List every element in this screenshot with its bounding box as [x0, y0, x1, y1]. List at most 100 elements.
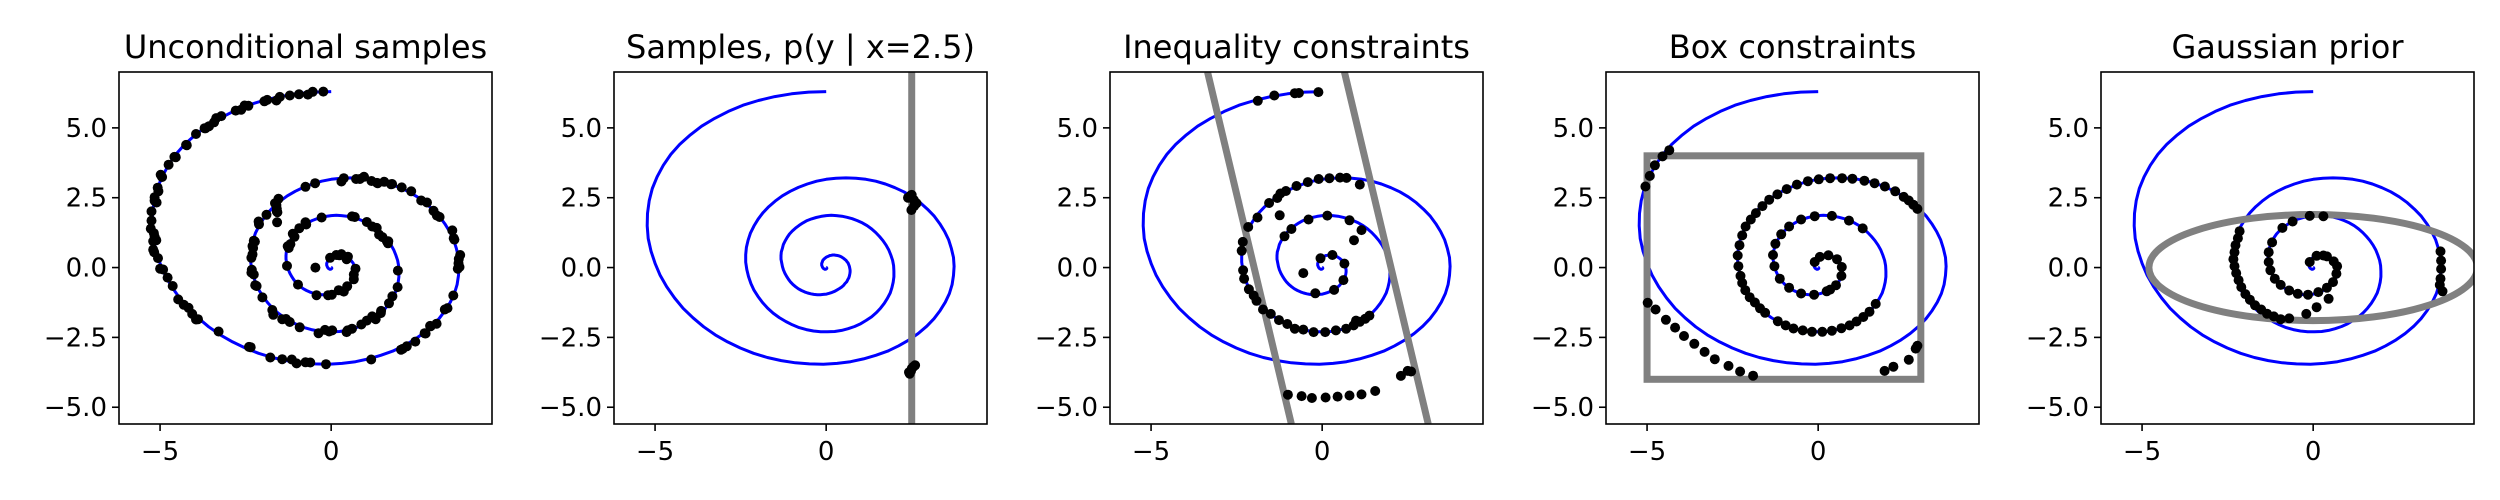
sample-point: [178, 299, 189, 310]
sample-point: [1252, 95, 1263, 106]
sample-point: [439, 304, 450, 315]
sample-point: [1796, 288, 1807, 299]
sample-point: [310, 262, 321, 273]
sample-point: [1781, 184, 1792, 195]
panel-3: −5 0 5.0 2.5 0.0 −2.5 −5.0 Inequality constrain…: [1035, 28, 1484, 467]
sample-point: [152, 182, 163, 193]
sample-point: [1313, 87, 1324, 98]
sample-point: [1788, 323, 1799, 334]
sample-point: [2331, 268, 2342, 279]
sample-point: [1847, 173, 1858, 184]
y-tick-label: 0.0: [561, 254, 602, 284]
sample-point: [1258, 304, 1268, 315]
sample-point: [289, 231, 300, 242]
axes-frame: [1109, 71, 1484, 425]
sample-point: [1689, 338, 1700, 349]
sample-point: [1776, 229, 1787, 240]
sample-point: [1832, 254, 1842, 265]
sample-point: [1857, 223, 1868, 234]
sample-point: [2269, 273, 2280, 284]
sample-point: [305, 357, 316, 368]
sample-point: [1825, 173, 1836, 184]
sample-point: [1274, 315, 1284, 326]
sample-point: [1709, 354, 1720, 365]
sample-point: [286, 354, 297, 365]
sample-point: [1735, 270, 1746, 281]
sample-point: [284, 317, 295, 327]
sample-point: [1737, 230, 1748, 241]
sample-point: [2301, 308, 2312, 319]
sample-point: [2313, 287, 2324, 298]
sample-point: [1298, 324, 1309, 335]
sample-point: [1338, 275, 1349, 286]
sample-point: [349, 212, 360, 222]
sample-point: [1302, 177, 1313, 188]
x-tick-label: −5: [2123, 437, 2161, 467]
sample-point: [1339, 258, 1350, 269]
sample-point: [1402, 365, 1413, 376]
y-tick-label: 2.5: [1057, 184, 1098, 214]
sample-point: [1370, 386, 1381, 396]
sample-point: [1836, 262, 1847, 272]
sample-point: [2311, 302, 2322, 313]
panel-4: −5 0 5.0 2.5 0.0 −2.5 −5.0 Box constraints: [1531, 28, 1980, 467]
y-tick-label: 2.5: [2048, 184, 2089, 214]
sample-point: [1306, 393, 1317, 403]
sample-point: [1238, 265, 1249, 276]
sample-point: [909, 201, 920, 212]
sample-point: [448, 290, 459, 301]
sample-point: [294, 322, 305, 333]
sample-point: [1303, 214, 1314, 225]
sample-point: [1740, 221, 1751, 232]
sample-point: [1879, 181, 1890, 192]
axes-frame: [1605, 71, 1980, 425]
sample-point: [1237, 236, 1248, 247]
sample-point: [320, 324, 330, 335]
sample-point: [1890, 186, 1901, 197]
panel-title: Inequality constraints: [1123, 28, 1470, 66]
sample-point: [1349, 235, 1359, 246]
sample-point: [1341, 323, 1352, 334]
sample-point: [181, 139, 192, 150]
sample-point: [906, 189, 917, 200]
sample-point: [1735, 366, 1746, 377]
sample-point: [1315, 253, 1326, 264]
sample-point: [151, 235, 162, 246]
x-tick-label: 0: [2305, 437, 2322, 467]
sample-point: [1330, 325, 1341, 336]
sample-point: [1289, 323, 1300, 334]
sample-point: [149, 192, 160, 203]
axes-frame: [118, 71, 493, 425]
sample-point: [2263, 257, 2274, 267]
sample-point: [1817, 326, 1828, 337]
sample-point: [2275, 314, 2286, 325]
sample-point: [372, 177, 382, 188]
sample-point: [301, 219, 312, 230]
sample-point: [384, 298, 394, 309]
sample-point: [1802, 176, 1813, 187]
sample-point: [248, 235, 259, 246]
sample-point: [1282, 319, 1293, 329]
sample-point: [1768, 250, 1778, 260]
sample-point: [311, 290, 322, 301]
sample-point: [1770, 238, 1781, 249]
sample-point: [376, 305, 387, 316]
sample-point: [1344, 215, 1355, 226]
sample-point: [2284, 313, 2295, 324]
axes-frame: [613, 71, 988, 425]
sample-point: [1310, 288, 1321, 299]
sample-point: [1322, 210, 1333, 221]
sample-point: [294, 89, 304, 100]
sample-point: [2277, 222, 2288, 233]
sample-point: [1774, 273, 1785, 284]
sample-point: [146, 215, 157, 226]
sample-point: [1836, 270, 1847, 281]
sample-point: [1313, 174, 1324, 184]
sample-point: [1327, 250, 1338, 260]
spiral-curve: [645, 90, 956, 366]
y-tick-label: 5.0: [2048, 114, 2089, 144]
sample-point: [149, 247, 160, 258]
sample-point: [910, 360, 921, 371]
panel-2: −5 0 5.0 2.5 0.0 −2.5 −5.0 Samples, p(y | x=2.5…: [539, 28, 988, 467]
